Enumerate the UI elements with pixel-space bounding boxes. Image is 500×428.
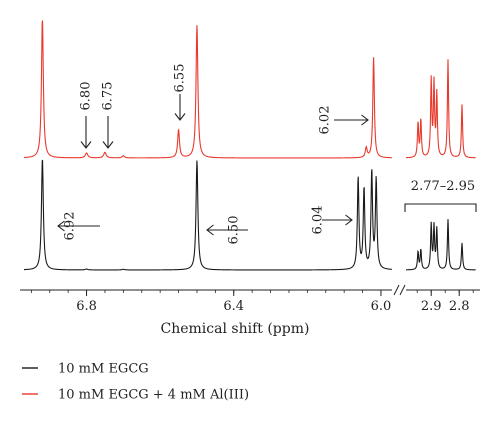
spectrum-egcg-main [23, 159, 392, 271]
annotation-label: 6.75 [101, 82, 116, 111]
arrow-head [361, 114, 369, 126]
annotation-label: 2.77–2.95 [411, 179, 475, 194]
arrow-head [174, 113, 186, 121]
x-tick-label: 6.8 [76, 299, 97, 314]
x-axis: 6.8 6.4 6.0 2.9 2.8 [20, 284, 480, 314]
x-axis-title: Chemical shift (ppm) [161, 321, 310, 337]
arrow-head [206, 224, 214, 236]
legend: 10 mM EGCG 10 mM EGCG + 4 mM Al(III) [22, 362, 249, 403]
axis-break-mark [393, 284, 400, 296]
legend-label: 10 mM EGCG [58, 362, 149, 377]
arrow-head [345, 214, 353, 226]
arrow-head [80, 141, 92, 149]
annotations: 6.80 6.756.556.026.92 6.50 6.042.77–2.95 [57, 64, 477, 244]
annotation-label: 6.55 [173, 64, 188, 93]
axis-break-mark [399, 284, 406, 296]
annotation-label: 6.02 [318, 106, 333, 135]
x-tick-label: 6.0 [371, 299, 392, 314]
annotation-label: 6.04 [311, 206, 326, 235]
x-tick-label: 6.4 [223, 299, 244, 314]
spectrum-egcg-al-main [23, 20, 392, 159]
annotation-bracket [404, 203, 477, 212]
spectrum-egcg-al-aliphatic [405, 59, 476, 159]
spectrum-egcg-aliphatic [406, 219, 476, 271]
series-layer [23, 20, 476, 271]
x-tick-label: 2.8 [449, 299, 470, 314]
x-tick-label: 2.9 [421, 299, 442, 314]
annotation-label: 6.80 [79, 82, 94, 111]
arrow-head [102, 141, 114, 149]
arrow-head [57, 220, 65, 232]
legend-label: 10 mM EGCG + 4 mM Al(III) [58, 388, 249, 403]
